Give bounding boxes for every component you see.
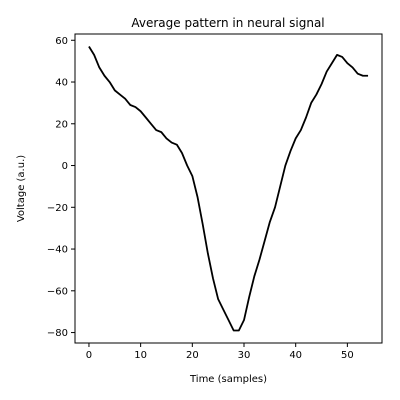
plot-frame (74, 33, 383, 344)
x-tick-label: 30 (238, 350, 251, 361)
series-line-0 (88, 46, 369, 332)
y-tick-label: −20 (47, 203, 68, 214)
y-tick-label: −40 (47, 245, 68, 256)
x-tick-label: 10 (134, 350, 147, 361)
x-tick-label: 0 (86, 350, 92, 361)
x-tick-label: 40 (289, 350, 302, 361)
x-tick-label: 50 (341, 350, 354, 361)
y-tick-label: 40 (55, 78, 68, 89)
x-axis-label: Time (samples) (189, 374, 267, 385)
y-axis-label: Voltage (a.u.) (16, 155, 27, 222)
x-tick-label: 20 (186, 350, 199, 361)
chart-title: Average pattern in neural signal (131, 16, 324, 30)
x-axis: 0 10 20 30 40 50 (86, 343, 354, 361)
plot-area (88, 46, 369, 332)
y-tick-label: 0 (62, 161, 68, 172)
y-tick-label: 20 (55, 119, 68, 130)
y-tick-label: −80 (47, 328, 68, 339)
y-axis: −80 −60 −40 −20 0 20 40 60 (47, 36, 75, 339)
y-tick-label: 60 (55, 36, 68, 47)
y-tick-label: −60 (47, 286, 68, 297)
